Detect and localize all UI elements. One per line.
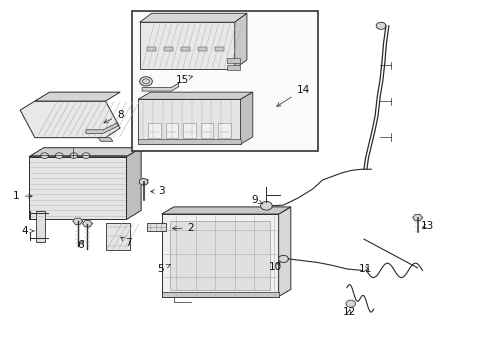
Circle shape bbox=[278, 255, 288, 262]
Text: 3: 3 bbox=[150, 186, 164, 197]
Bar bbox=[138, 139, 240, 144]
Polygon shape bbox=[86, 123, 118, 134]
Polygon shape bbox=[29, 148, 141, 157]
Polygon shape bbox=[161, 292, 278, 297]
Circle shape bbox=[140, 77, 152, 86]
Text: 14: 14 bbox=[276, 85, 309, 106]
Polygon shape bbox=[20, 101, 120, 138]
Circle shape bbox=[375, 22, 385, 30]
Bar bbox=[200, 123, 213, 138]
Polygon shape bbox=[139, 178, 147, 185]
Polygon shape bbox=[412, 215, 422, 221]
Polygon shape bbox=[152, 92, 190, 98]
Text: 2: 2 bbox=[172, 224, 194, 233]
Polygon shape bbox=[36, 211, 44, 242]
Polygon shape bbox=[82, 221, 92, 227]
Polygon shape bbox=[278, 207, 290, 297]
Polygon shape bbox=[138, 99, 240, 144]
Bar bbox=[163, 47, 172, 51]
Text: 13: 13 bbox=[420, 221, 433, 231]
Polygon shape bbox=[138, 92, 252, 99]
Polygon shape bbox=[227, 58, 239, 63]
Bar bbox=[183, 123, 195, 138]
Text: 4: 4 bbox=[22, 226, 34, 236]
Polygon shape bbox=[73, 218, 82, 224]
Circle shape bbox=[41, 153, 48, 158]
Bar bbox=[148, 123, 160, 138]
Polygon shape bbox=[126, 148, 141, 220]
Text: 11: 11 bbox=[358, 264, 371, 274]
Circle shape bbox=[82, 153, 90, 158]
Bar bbox=[215, 47, 224, 51]
Text: 1: 1 bbox=[13, 191, 32, 201]
Polygon shape bbox=[170, 221, 269, 290]
Polygon shape bbox=[98, 138, 113, 141]
Bar bbox=[218, 123, 230, 138]
Circle shape bbox=[345, 300, 355, 307]
Text: 15: 15 bbox=[176, 75, 192, 85]
Polygon shape bbox=[35, 92, 120, 101]
Circle shape bbox=[260, 202, 272, 210]
Polygon shape bbox=[227, 65, 239, 69]
Polygon shape bbox=[240, 92, 252, 144]
Bar bbox=[147, 47, 156, 51]
Bar bbox=[181, 47, 189, 51]
Bar bbox=[165, 123, 178, 138]
Bar bbox=[132, 12, 317, 151]
Text: 8: 8 bbox=[103, 110, 123, 123]
Polygon shape bbox=[140, 22, 234, 69]
Polygon shape bbox=[234, 13, 246, 69]
Text: 5: 5 bbox=[157, 264, 170, 274]
Polygon shape bbox=[142, 83, 178, 91]
Polygon shape bbox=[161, 214, 278, 297]
Bar bbox=[147, 223, 166, 231]
Polygon shape bbox=[29, 157, 126, 220]
Text: 7: 7 bbox=[121, 237, 131, 248]
Polygon shape bbox=[105, 223, 130, 250]
Text: 6: 6 bbox=[77, 240, 83, 250]
Text: 9: 9 bbox=[250, 195, 263, 205]
Circle shape bbox=[55, 153, 63, 158]
Text: 10: 10 bbox=[268, 262, 282, 272]
Text: 12: 12 bbox=[342, 307, 355, 317]
Circle shape bbox=[70, 153, 78, 158]
Bar bbox=[198, 47, 206, 51]
Polygon shape bbox=[140, 13, 246, 22]
Polygon shape bbox=[161, 207, 290, 214]
